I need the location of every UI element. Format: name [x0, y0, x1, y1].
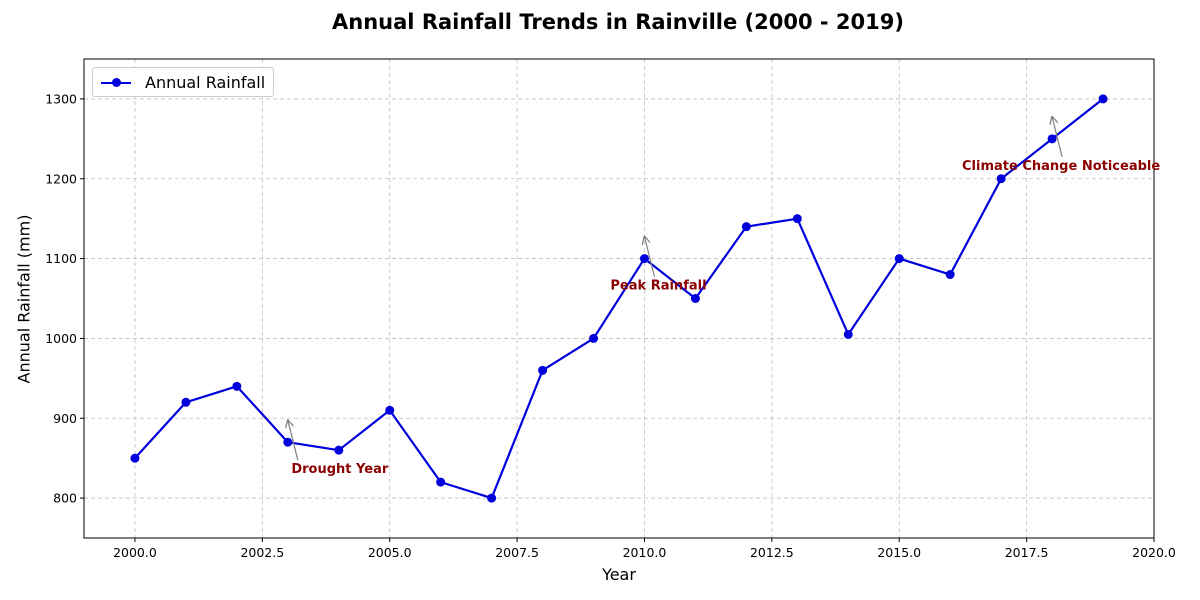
y-tick-label: 900 [53, 411, 77, 426]
y-tick-label: 800 [53, 491, 77, 506]
series-annual-rainfall [130, 94, 1108, 503]
x-tick-label: 2010.0 [623, 545, 667, 560]
chart-title: Annual Rainfall Trends in Rainville (200… [332, 10, 904, 34]
y-axis-label: Annual Rainfall (mm) [14, 214, 34, 384]
data-point [1098, 94, 1108, 104]
data-point [843, 329, 853, 339]
legend-marker-swatch [112, 78, 121, 87]
data-point [283, 437, 293, 447]
plot-frame [83, 58, 1155, 539]
x-tick-label: 2005.0 [368, 545, 412, 560]
data-point [181, 397, 191, 407]
legend-label: Annual Rainfall [145, 73, 266, 92]
data-point [894, 254, 904, 264]
data-point [487, 493, 497, 503]
data-point [130, 453, 140, 463]
y-tick-label: 1200 [45, 171, 77, 186]
annotations: Drought Year Peak Rainfall Climate Change … [288, 117, 1160, 477]
data-point [996, 174, 1006, 184]
annotation-arrow [644, 237, 656, 277]
legend: Annual Rainfall [92, 67, 274, 97]
y-tick-label: 1300 [45, 91, 77, 106]
data-point [690, 294, 700, 303]
data-point [1047, 134, 1057, 144]
annotation-label: Climate Change Noticeable [962, 159, 1160, 174]
axes: 2000.0 2002.5 2005.0 2007.5 2010.0 2012.5 2015… [45, 58, 1176, 560]
x-tick-label: 2015.0 [877, 545, 921, 560]
data-point [792, 214, 802, 224]
data-point [589, 333, 599, 343]
y-tick-label: 1000 [45, 331, 77, 346]
data-point [436, 477, 446, 487]
x-tick-label: 2000.0 [113, 545, 157, 560]
data-point [232, 381, 242, 391]
x-tick-label: 2002.5 [240, 545, 284, 560]
data-point [385, 405, 395, 415]
x-tick-label: 2012.5 [750, 545, 794, 560]
data-point [334, 445, 344, 455]
series-line [134, 98, 1104, 500]
annotation-arrow [1052, 117, 1063, 157]
data-point [741, 222, 751, 232]
annotation-arrow [288, 420, 299, 461]
annotation-label: Peak Rainfall [610, 279, 706, 294]
y-tick-label: 1100 [45, 251, 77, 266]
data-point [639, 254, 649, 264]
x-tick-label: 2020.0 [1132, 545, 1176, 560]
data-point [945, 270, 955, 280]
annotation-label: Drought Year [291, 462, 388, 477]
x-axis-label: Year [602, 565, 636, 584]
x-tick-label: 2007.5 [495, 545, 539, 560]
data-point [538, 365, 548, 375]
x-tick-label: 2017.5 [1005, 545, 1049, 560]
